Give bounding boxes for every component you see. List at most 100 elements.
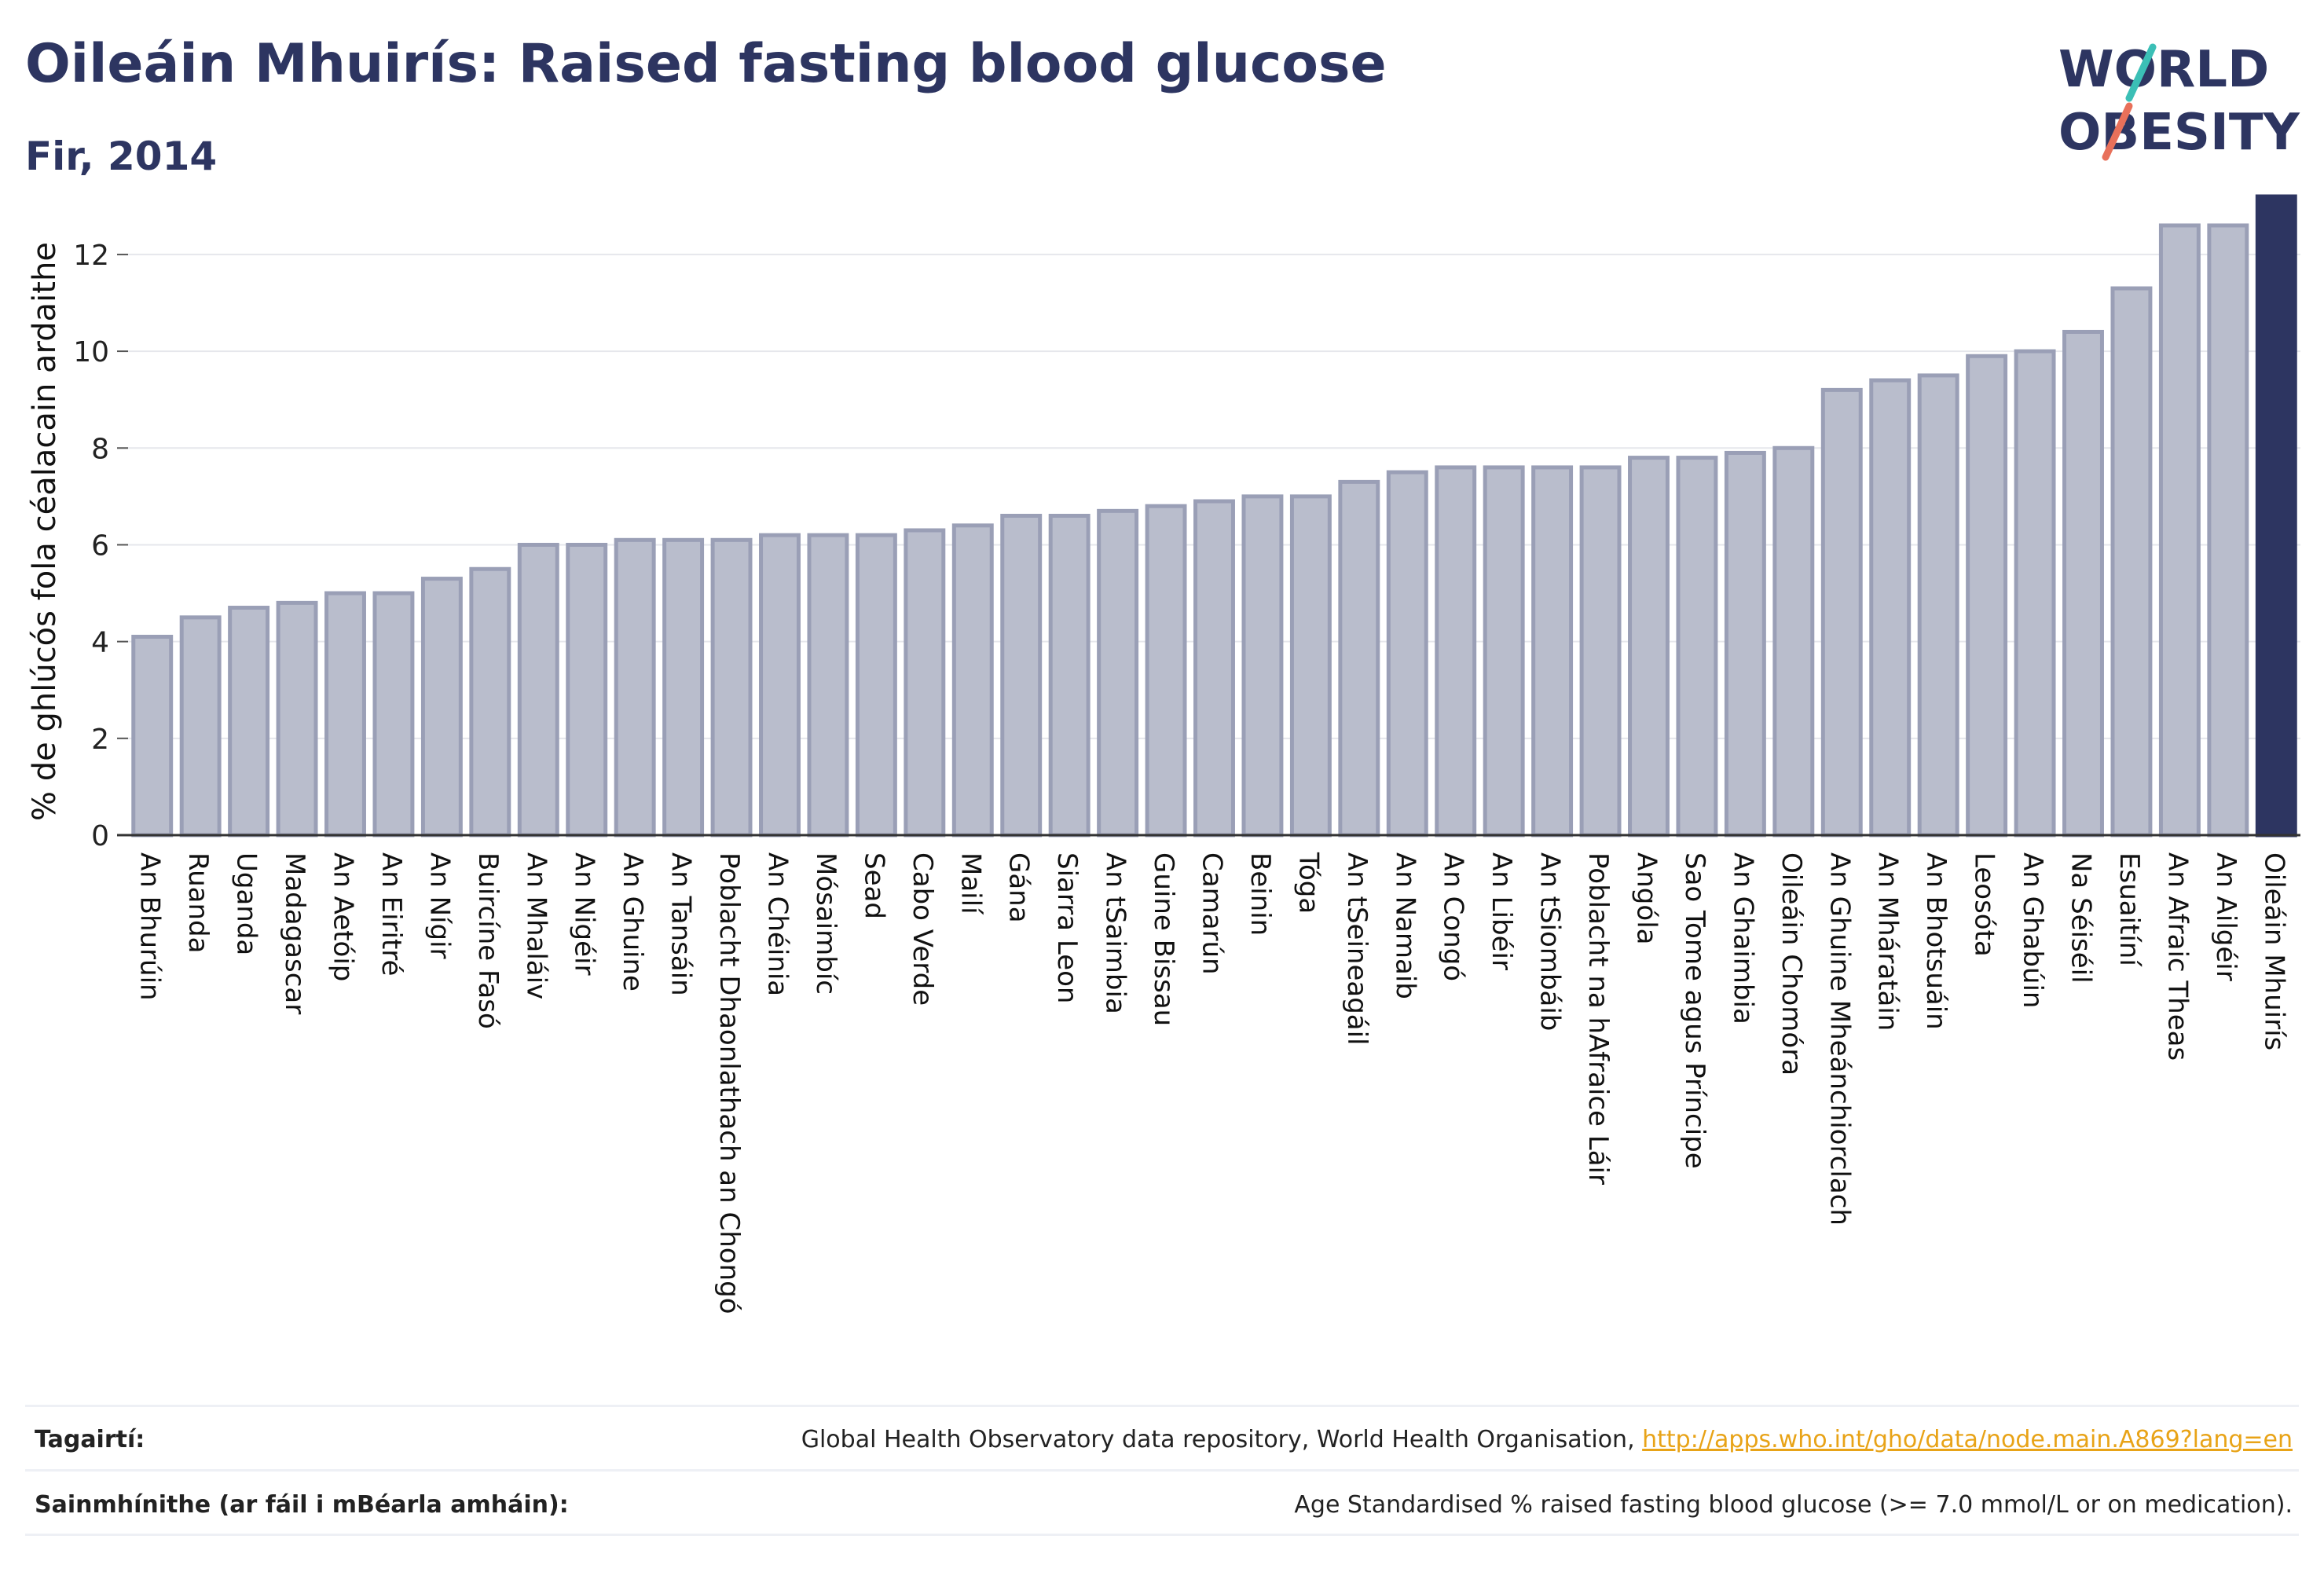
bar xyxy=(1820,387,1863,837)
definitions-label: Sainmhínithe (ar fáil i mBéarla amháin): xyxy=(35,1491,569,1519)
x-tick-label: Mailí xyxy=(955,852,986,915)
bar xyxy=(1241,494,1284,837)
bar xyxy=(1628,456,1670,837)
bar xyxy=(1048,514,1091,837)
bar xyxy=(1145,504,1187,837)
bar xyxy=(2255,194,2297,837)
x-tick-label: Sead xyxy=(858,852,889,919)
x-tick-label: An Congó xyxy=(1438,852,1469,981)
x-tick-label: Esuaitíní xyxy=(2113,852,2145,967)
bar xyxy=(372,591,415,837)
bar xyxy=(324,591,366,837)
references-link[interactable]: http://apps.who.int/gho/data/node.main.A… xyxy=(1642,1426,2293,1453)
x-tick-label: An Aetóip xyxy=(328,852,359,981)
x-tick-label: An tSaimbia xyxy=(1100,852,1131,1014)
bar xyxy=(662,537,705,837)
bar xyxy=(1338,479,1380,837)
bar xyxy=(951,523,994,837)
x-tick-label: Sao Tome agus Príncipe xyxy=(1679,852,1710,1169)
x-tick-label: An tSiombáib xyxy=(1534,852,1566,1031)
y-tick-label: 8 xyxy=(91,433,109,465)
y-tick-label: 4 xyxy=(91,627,109,659)
y-axis-label: % de ghlúcós fola céalacain ardaithe xyxy=(27,242,63,821)
footer-divider-top xyxy=(25,1405,2299,1407)
x-tick-label: An Chéinia xyxy=(762,852,794,996)
x-tick-label: An Libéir xyxy=(1486,852,1517,970)
bar xyxy=(1193,499,1235,837)
x-tick-label: An Bhotsuáin xyxy=(1920,852,1952,1030)
x-tick-label: Gána xyxy=(1003,852,1035,923)
logo-slash-teal xyxy=(2125,43,2157,102)
x-tick-label: Ruanda xyxy=(182,852,214,953)
bar xyxy=(1097,508,1139,837)
bar xyxy=(469,566,511,837)
category-labels: An Bhurúin Ruanda Uganda Madagascar An Aetói… xyxy=(134,852,2290,1314)
x-tick-label: Siarra Leon xyxy=(1051,852,1083,1003)
page-subtitle: Fir, 2014 xyxy=(25,134,218,179)
x-tick-label: An Ghaimbia xyxy=(1727,852,1758,1024)
bar xyxy=(566,542,608,837)
x-tick-label: Camarún xyxy=(1197,852,1228,975)
x-tick-label: An Ghabúin xyxy=(2017,852,2048,1008)
bar xyxy=(710,537,753,837)
x-tick-label: Mósaimbíc xyxy=(810,852,841,995)
footer-divider-bottom xyxy=(25,1534,2299,1536)
x-tick-label: An Mháratáin xyxy=(1872,852,1904,1031)
x-tick-label: An tSeineagáil xyxy=(1341,852,1373,1046)
bar xyxy=(807,533,849,837)
x-tick-label: Uganda xyxy=(231,852,262,955)
y-tick-label: 6 xyxy=(91,530,109,562)
x-tick-label: Cabo Verde xyxy=(907,852,938,1006)
bar xyxy=(2158,223,2201,837)
axes: 0 2 4 6 8 10 12 % de ghlúcós fola céalacain ard… xyxy=(27,240,2300,852)
x-tick-label: An Tansáin xyxy=(665,852,697,996)
bar xyxy=(228,606,270,837)
bar xyxy=(2062,329,2104,837)
bar xyxy=(179,615,222,837)
x-tick-label: Oileáin Mhuirís xyxy=(2258,852,2289,1050)
bar xyxy=(1579,465,1622,837)
x-tick-label: Poblacht na hAfraice Láir xyxy=(1582,852,1614,1185)
bar xyxy=(1531,465,1574,837)
bar xyxy=(517,542,559,837)
x-tick-label: Buircíne Fasó xyxy=(472,852,504,1029)
bar xyxy=(1386,470,1428,837)
logo-slash-coral xyxy=(2102,102,2133,161)
x-tick-label: An Bhurúin xyxy=(134,852,166,1001)
x-tick-label: An Mhaláiv xyxy=(520,852,552,999)
bar xyxy=(420,577,463,837)
bars xyxy=(131,194,2297,837)
y-tick-label: 2 xyxy=(91,724,109,756)
bar xyxy=(1917,373,1959,837)
x-tick-label: An Ghuine xyxy=(617,852,648,991)
bar xyxy=(1869,378,1912,837)
references-text: Global Health Observatory data repositor… xyxy=(801,1426,1643,1453)
bar xyxy=(1000,514,1043,837)
y-tick-label: 10 xyxy=(73,336,109,368)
x-tick-label: An Afraic Theas xyxy=(2161,852,2193,1061)
x-tick-label: Beinin xyxy=(1244,852,1276,936)
x-tick-label: An Nigéir xyxy=(569,852,600,975)
bar xyxy=(904,528,946,837)
bar xyxy=(1966,354,2008,837)
definitions-value: Age Standardised % raised fasting blood … xyxy=(1294,1491,2293,1519)
x-tick-label: Leosóta xyxy=(1969,852,2000,957)
y-tick-label: 0 xyxy=(91,820,109,852)
logo-line1: WORLD xyxy=(2058,41,2269,99)
logo-line2: OBESITY xyxy=(2058,104,2300,162)
x-tick-label: Tóga xyxy=(1292,852,1324,914)
x-tick-label: An Ghuine Mheánchiorclach xyxy=(1824,852,1855,1226)
bar xyxy=(2207,223,2249,837)
references-value: Global Health Observatory data repositor… xyxy=(801,1426,2293,1453)
references-label: Tagairtí: xyxy=(35,1426,145,1453)
x-tick-label: An Eiritré xyxy=(376,852,407,976)
bar xyxy=(1724,450,1766,837)
bar xyxy=(1676,456,1718,837)
x-tick-label: Madagascar xyxy=(279,852,310,1014)
x-tick-label: Poblacht Dhaonlathach an Chongó xyxy=(713,852,745,1314)
x-tick-label: Angóla xyxy=(1631,852,1662,944)
footer-divider-middle xyxy=(25,1469,2299,1472)
bar xyxy=(1483,465,1525,837)
y-tick-label: 12 xyxy=(73,240,109,272)
bar xyxy=(855,533,897,837)
